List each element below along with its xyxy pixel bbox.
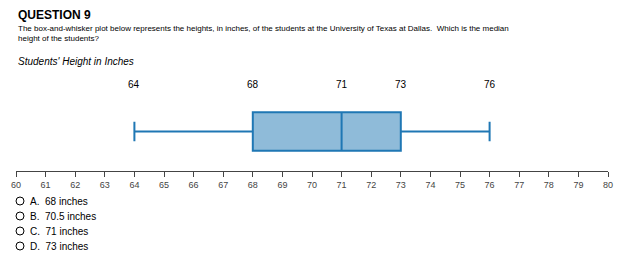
svg-text:73: 73 <box>395 79 407 90</box>
svg-text:62: 62 <box>70 180 80 190</box>
svg-text:71: 71 <box>336 79 348 90</box>
svg-text:63: 63 <box>100 180 110 190</box>
svg-text:72: 72 <box>366 180 376 190</box>
svg-text:70: 70 <box>307 180 317 190</box>
svg-text:80: 80 <box>603 180 613 190</box>
svg-text:69: 69 <box>277 180 287 190</box>
svg-text:74: 74 <box>425 180 435 190</box>
svg-text:Students' Height in Inches: Students' Height in Inches <box>18 56 134 67</box>
svg-text:75: 75 <box>455 180 465 190</box>
svg-text:67: 67 <box>218 180 228 190</box>
svg-text:D. 73 inches: D. 73 inches <box>30 241 88 252</box>
svg-text:71: 71 <box>337 180 347 190</box>
svg-text:78: 78 <box>544 180 554 190</box>
svg-text:76: 76 <box>484 79 496 90</box>
svg-text:79: 79 <box>573 180 583 190</box>
svg-text:77: 77 <box>514 180 524 190</box>
svg-text:61: 61 <box>41 180 51 190</box>
svg-text:73: 73 <box>396 180 406 190</box>
svg-text:QUESTION 9: QUESTION 9 <box>18 8 91 22</box>
svg-text:68: 68 <box>247 79 259 90</box>
svg-text:64: 64 <box>128 79 140 90</box>
svg-text:The box-and-whisker plot below: The box-and-whisker plot below represent… <box>18 24 509 43</box>
svg-text:76: 76 <box>485 180 495 190</box>
svg-text:C. 71 inches: C. 71 inches <box>30 226 88 237</box>
svg-text:64: 64 <box>129 180 139 190</box>
svg-text:65: 65 <box>159 180 169 190</box>
svg-text:60: 60 <box>11 180 21 190</box>
svg-text:B. 70.5 inches: B. 70.5 inches <box>30 211 96 222</box>
svg-text:A. 68 inches: A. 68 inches <box>30 196 88 207</box>
svg-text:68: 68 <box>248 180 258 190</box>
svg-text:66: 66 <box>189 180 199 190</box>
